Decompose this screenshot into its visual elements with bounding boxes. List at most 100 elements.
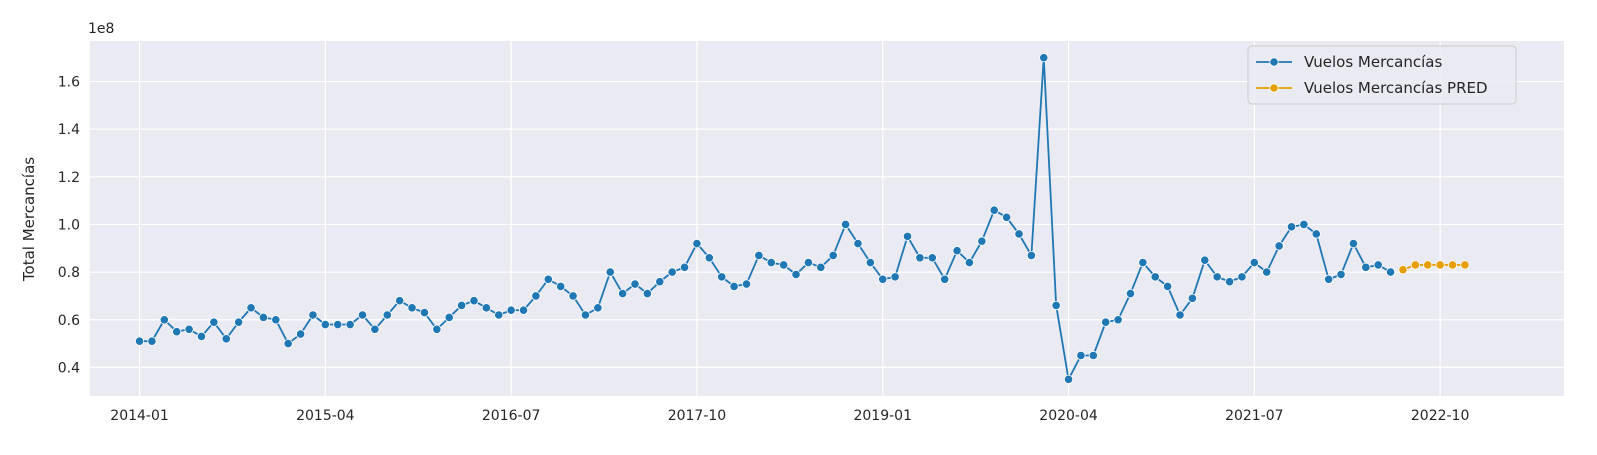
y-tick-label: 0.8: [58, 265, 80, 281]
data-point: [494, 310, 504, 320]
data-point: [271, 315, 281, 325]
data-point: [357, 310, 368, 320]
data-point: [878, 274, 888, 284]
legend-box: [1247, 45, 1517, 105]
data-point: [432, 324, 442, 334]
data-point: [1311, 229, 1321, 239]
data-point: [1237, 272, 1247, 282]
data-point: [940, 274, 950, 284]
data-point: [717, 272, 727, 282]
data-point: [196, 331, 207, 342]
data-point: [989, 205, 999, 215]
data-point: [1163, 281, 1173, 292]
x-tick-label: 2017-10: [668, 408, 727, 424]
data-point: [1200, 255, 1210, 265]
y-offset-label: 1e8: [88, 21, 114, 37]
data-point: [444, 312, 454, 322]
data-point: [456, 300, 467, 311]
data-point: [605, 267, 615, 277]
data-point: [630, 279, 640, 289]
data-point: [407, 303, 417, 313]
data-point: [1014, 229, 1024, 239]
data-point: [1039, 53, 1049, 63]
data-point: [1348, 238, 1359, 249]
x-tick-label: 2022-10: [1411, 408, 1470, 424]
data-point: [779, 260, 789, 270]
data-point: [679, 262, 690, 272]
data-point: [865, 257, 875, 268]
data-point: [147, 336, 157, 346]
data-point: [754, 250, 764, 261]
data-point: [1410, 260, 1420, 270]
x-tick-label: 2020-04: [1039, 408, 1098, 424]
data-point: [655, 277, 665, 287]
data-point: [134, 336, 145, 346]
data-point: [791, 269, 801, 280]
data-point: [1324, 274, 1334, 284]
y-tick-label: 1.0: [58, 217, 80, 233]
data-point: [741, 279, 752, 289]
data-point: [1447, 260, 1458, 270]
data-point: [1299, 219, 1309, 230]
data-point: [1460, 260, 1470, 270]
y-tick-labels: 0.4 0.6 0.8 1.0 1.2 1.4 1.6: [58, 75, 80, 377]
data-point: [506, 305, 516, 315]
data-point: [902, 231, 913, 241]
data-point: [890, 272, 900, 282]
legend-marker: [1269, 83, 1279, 93]
data-point: [518, 305, 529, 315]
data-point: [977, 236, 987, 246]
legend-marker: [1269, 57, 1279, 67]
data-point: [1051, 300, 1061, 311]
series-0: [134, 53, 1396, 384]
data-point: [320, 319, 330, 330]
data-point: [828, 250, 838, 261]
data-point: [1002, 212, 1012, 222]
series-1: [1398, 260, 1470, 275]
data-point: [172, 327, 182, 337]
data-point: [184, 324, 194, 334]
data-point: [840, 219, 851, 230]
data-point: [816, 262, 826, 272]
data-point: [1249, 257, 1259, 268]
data-point: [618, 288, 628, 299]
y-tick-label: 1.2: [58, 170, 80, 186]
data-point: [1101, 317, 1111, 327]
data-point: [1361, 262, 1371, 272]
data-point: [382, 310, 392, 320]
data-point: [1026, 250, 1036, 261]
data-point: [1224, 277, 1235, 287]
legend-label: Vuelos Mercancías PRED: [1304, 79, 1488, 97]
data-point: [915, 253, 925, 263]
x-tick-labels: 2014-01 2015-04 2016-07 2017-10 2019-01 2020-…: [110, 408, 1469, 424]
legend-label: Vuelos Mercancías: [1304, 53, 1442, 71]
x-tick-label: 2021-07: [1225, 408, 1284, 424]
y-tick-label: 1.4: [58, 122, 80, 138]
data-point: [1088, 350, 1098, 361]
data-point: [1212, 272, 1222, 282]
data-point: [667, 267, 677, 277]
data-point: [1435, 260, 1445, 270]
data-point: [704, 253, 714, 263]
legend: Vuelos Mercancías Vuelos Mercancías PRED: [1247, 45, 1517, 105]
data-point: [345, 319, 355, 330]
data-point: [258, 312, 269, 322]
x-tick-label: 2014-01: [110, 408, 169, 424]
y-axis-label: Total Mercancías: [20, 157, 38, 282]
data-point: [159, 315, 169, 325]
data-point: [395, 296, 405, 306]
data-point: [1187, 293, 1198, 303]
data-point: [209, 317, 219, 327]
data-point: [952, 246, 962, 256]
x-tick-label: 2015-04: [296, 408, 355, 424]
y-tick-label: 1.6: [58, 75, 80, 91]
y-tick-label: 0.6: [58, 313, 80, 329]
data-point: [333, 319, 343, 330]
y-gridlines: [90, 80, 1564, 369]
data-point: [1385, 267, 1396, 277]
data-point: [1076, 350, 1086, 361]
data-point: [1125, 288, 1136, 299]
data-point: [246, 303, 256, 313]
data-point: [1113, 315, 1123, 325]
